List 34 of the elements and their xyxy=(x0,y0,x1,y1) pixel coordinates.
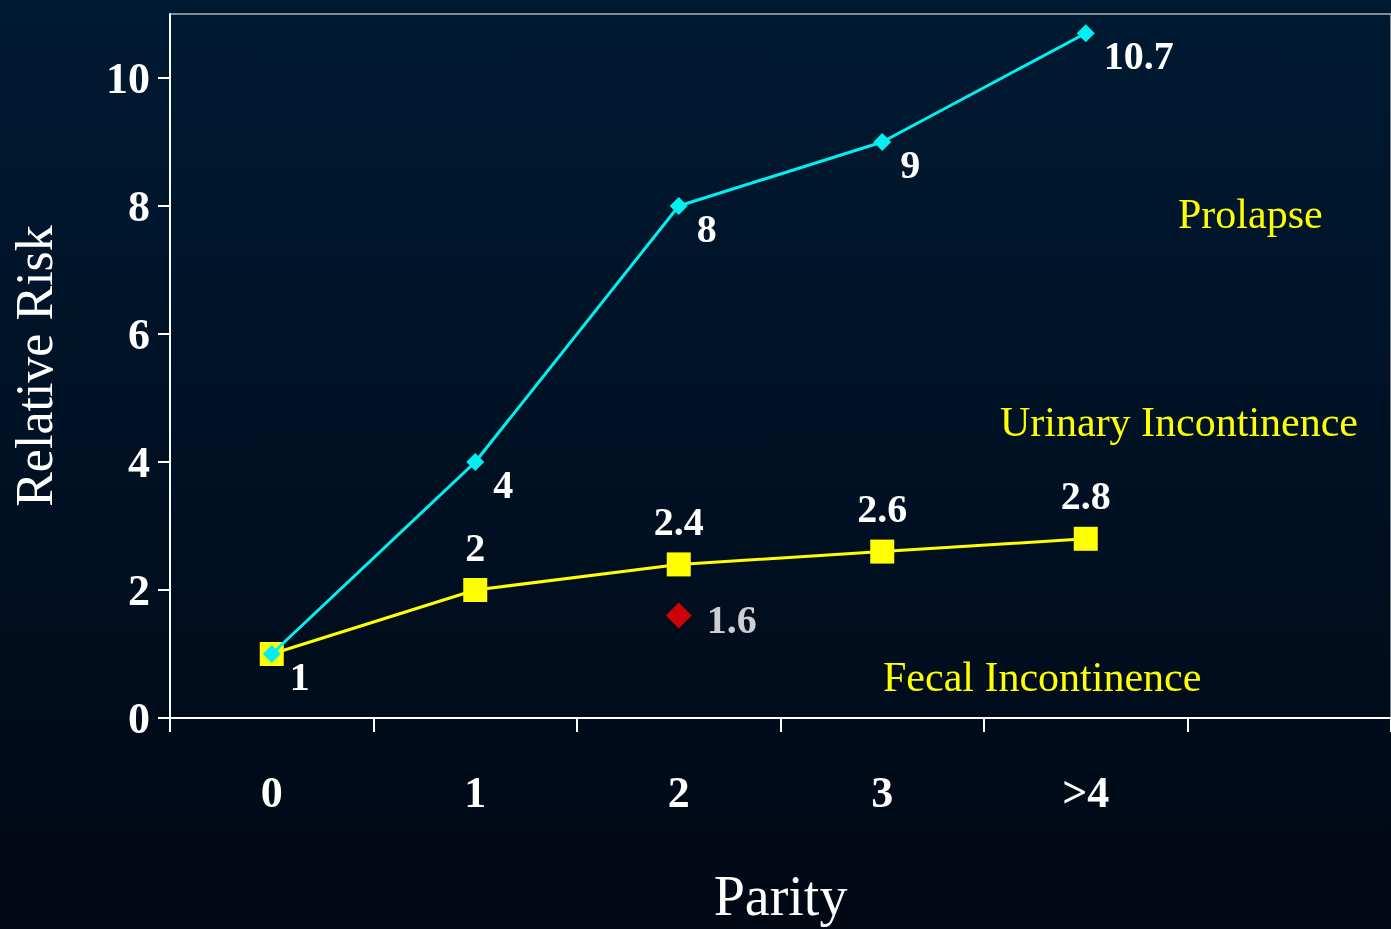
y-tick-label: 2 xyxy=(128,565,150,615)
y-tick-label: 0 xyxy=(128,693,150,743)
y-tick-label: 6 xyxy=(128,309,150,359)
point xyxy=(870,539,895,564)
point xyxy=(666,552,691,577)
x-axis-title: Parity xyxy=(713,865,848,927)
x-tick-label: 0 xyxy=(260,767,283,817)
x-tick-label: 3 xyxy=(871,767,894,817)
point xyxy=(669,197,688,215)
point xyxy=(1076,24,1095,43)
point xyxy=(873,133,892,151)
point xyxy=(463,578,488,602)
data-label: 2 xyxy=(465,524,486,570)
data-label: 9 xyxy=(900,141,921,187)
data-label: 8 xyxy=(696,205,717,251)
y-tick-label: 8 xyxy=(128,181,150,231)
data-label: 4 xyxy=(493,461,514,507)
annotation: Prolapse xyxy=(1178,191,1323,237)
data-label: 2.4 xyxy=(653,498,704,544)
y-tick-label: 10 xyxy=(106,53,150,103)
data-label: 2.8 xyxy=(1060,473,1111,519)
data-label: 1.6 xyxy=(706,597,757,643)
data-label: 2.6 xyxy=(857,486,908,532)
point xyxy=(466,453,485,471)
x-tick-label: >4 xyxy=(1062,767,1110,817)
annotation: Fecal Incontinence xyxy=(883,654,1202,700)
data-label: 1 xyxy=(289,653,310,699)
y-tick-label: 4 xyxy=(128,437,150,487)
point xyxy=(1073,526,1098,551)
x-tick-label: 2 xyxy=(667,767,690,817)
y-axis-title: Relative Risk xyxy=(5,225,63,507)
x-tick-label: 1 xyxy=(464,767,487,817)
data-label: 10.7 xyxy=(1103,32,1174,78)
annotation: Urinary Incontinence xyxy=(1000,399,1359,445)
